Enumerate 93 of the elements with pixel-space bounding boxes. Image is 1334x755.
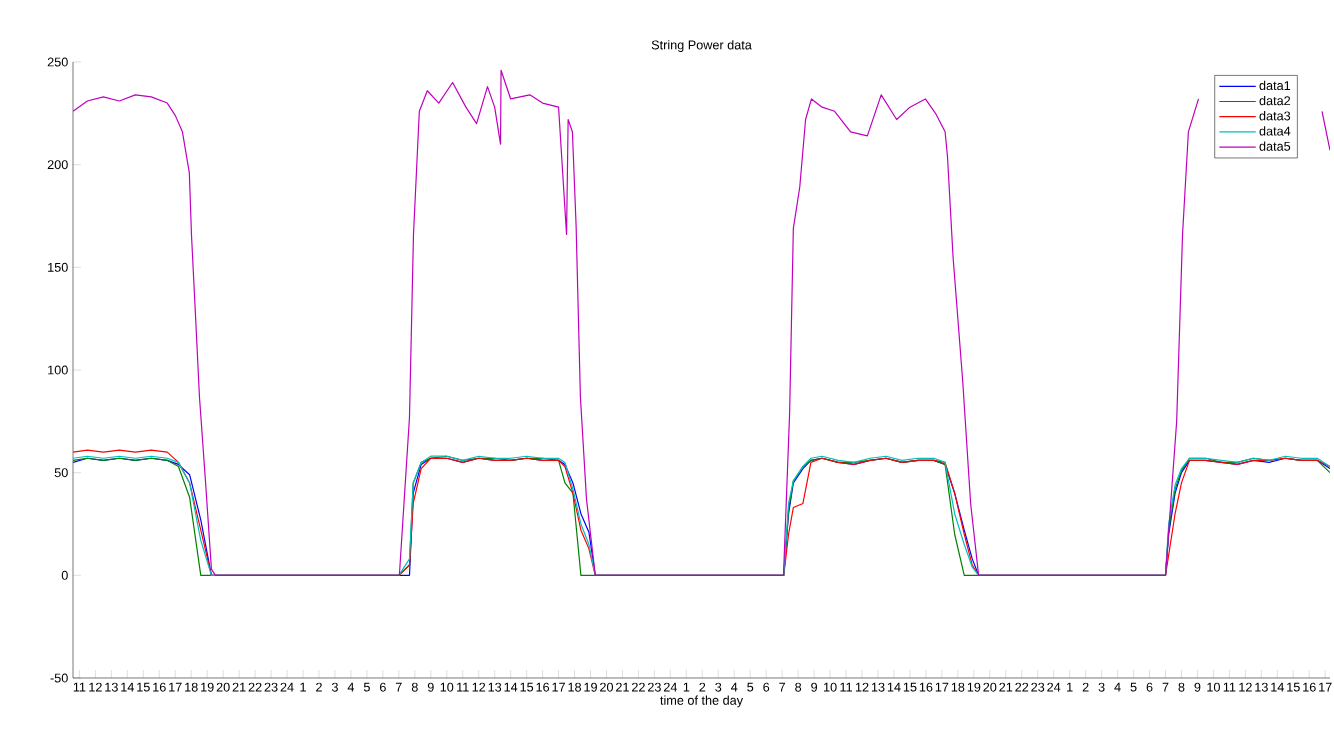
x-tick-label: 11 [457,682,469,692]
x-tick-label: 17 [1319,682,1332,692]
x-tick-label: 6 [763,682,770,692]
x-tick-label: 7 [1162,682,1169,692]
x-tick-label: 24 [1047,682,1061,692]
x-tick-label: 19 [584,682,597,692]
x-tick-label: 6 [379,682,386,692]
x-tick-label: 6 [1146,682,1153,692]
x-tick-label: 12 [89,682,102,692]
x-tick-label: 7 [395,682,402,692]
legend-label: data1 [1259,80,1291,91]
x-tick-label: 18 [185,682,198,692]
x-tick-label: 5 [1130,682,1137,692]
x-tick-label: 15 [520,682,534,692]
x-tick-label: 24 [663,682,678,692]
x-tick-label: 17 [169,682,182,692]
x-tick-label: 17 [552,682,565,692]
x-tick-label: 3 [715,682,722,692]
x-tick-label: 20 [600,682,614,692]
x-tick-label: 15 [1287,682,1300,692]
x-tick-label: 20 [983,682,997,692]
y-tick-label: 150 [48,262,68,272]
x-tick-label: 16 [1303,682,1316,692]
x-tick-label: 18 [951,682,965,692]
x-tick-label: 8 [411,682,418,692]
x-tick-label: 2 [1082,682,1089,692]
y-tick-label: 100 [48,365,68,375]
x-tick-label: 13 [1255,682,1268,692]
x-tick-label: 21 [999,682,1013,692]
x-tick-label: 4 [347,682,355,692]
x-tick-label: 13 [871,682,885,692]
x-tick-label: 10 [1207,682,1220,692]
x-tick-label: 2 [699,682,706,692]
x-tick-label: 22 [248,682,262,692]
x-tick-label: 19 [967,682,981,692]
x-tick-label: 12 [472,682,486,692]
x-tick-label: 14 [887,682,901,692]
x-tick-label: 14 [504,682,518,692]
x-tick-label: 7 [779,682,786,692]
x-tick-label: 19 [201,682,214,692]
x-tick-label: 14 [121,682,134,692]
chart-title: String Power data [651,40,752,52]
y-tick-label: 200 [47,160,68,170]
x-tick-label: 9 [427,682,434,692]
x-tick-label: 3 [331,682,338,692]
x-tick-label: 16 [536,682,550,692]
x-tick-label: 1 [1067,682,1073,692]
x-tick-label: 21 [232,682,246,692]
x-tick-label: 23 [647,682,661,692]
y-tick-label: 0 [61,570,68,580]
x-tick-label: 13 [105,682,118,692]
x-tick-label: 1 [683,682,690,692]
x-axis-title: time of the day [660,695,744,708]
x-tick-label: 8 [1178,682,1185,692]
x-tick-label: 11 [1223,682,1236,692]
legend-label: data2 [1259,95,1291,106]
x-tick-label: 1 [300,682,306,692]
x-tick-label: 12 [1239,682,1252,692]
x-tick-label: 11 [73,682,86,692]
x-tick-label: 9 [811,682,818,692]
x-tick-label: 5 [747,682,754,692]
legend-label: data4 [1259,126,1291,136]
x-tick-label: 18 [568,682,582,692]
x-tick-label: 21 [616,682,629,692]
x-tick-label: 15 [903,682,917,692]
y-tick-label: -50 [50,673,68,683]
x-tick-label: 20 [216,682,230,692]
x-tick-label: 11 [840,682,853,692]
x-tick-label: 4 [731,682,738,692]
x-tick-label: 8 [795,682,802,692]
x-tick-label: 16 [153,682,166,692]
y-tick-label: 250 [47,57,68,67]
x-tick-label: 10 [824,682,837,692]
x-tick-label: 24 [280,682,294,692]
x-tick-label: 4 [1114,682,1121,692]
x-tick-label: 16 [919,682,933,692]
x-tick-label: 14 [1271,682,1284,692]
x-tick-label: 17 [935,682,949,692]
x-tick-label: 23 [1031,682,1045,692]
x-tick-label: 3 [1098,682,1105,692]
x-tick-label: 9 [1194,682,1201,692]
x-tick-label: 12 [855,682,869,692]
legend-label: data3 [1259,111,1291,121]
y-tick-label: 50 [54,468,68,478]
x-tick-label: 22 [1015,682,1029,692]
x-tick-label: 2 [316,682,322,692]
legend-label: data5 [1259,141,1291,151]
x-tick-label: 23 [264,682,278,692]
x-tick-label: 22 [632,682,645,692]
x-tick-label: 10 [440,682,454,692]
x-tick-label: 5 [363,682,370,692]
x-tick-label: 15 [137,682,150,692]
x-tick-label: 13 [488,682,502,692]
